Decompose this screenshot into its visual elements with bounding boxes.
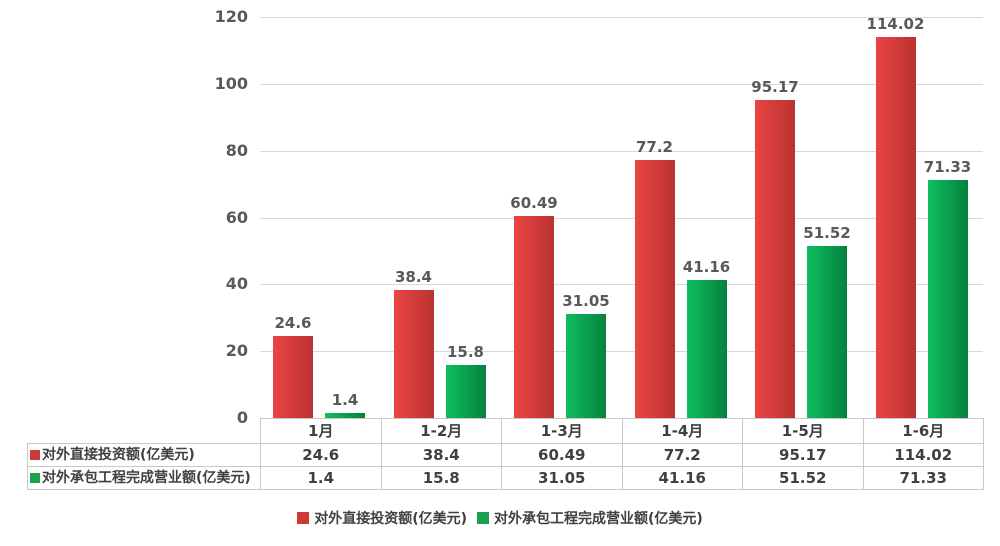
bar-series1-1-4月 <box>634 160 675 418</box>
y-axis-tick-label: 0 <box>236 408 248 427</box>
gridline <box>260 83 983 85</box>
legend-label: 对外承包工程完成营业额(亿美元) <box>494 511 703 527</box>
bar-series1-1-5月 <box>755 99 795 418</box>
y-axis-tick-label: 20 <box>225 341 248 361</box>
y-axis-labels: 0 20 40 60 80 100 120 <box>0 0 248 546</box>
plot-area: 24.6 1.4 38.4 15.8 60.49 31.05 77.2 41.16 95.17 5… <box>260 14 983 418</box>
value-cell: 15.8 <box>380 466 502 490</box>
bar-series2-1月 <box>325 413 365 418</box>
gridline <box>260 217 983 219</box>
bar-series1-1月 <box>273 335 313 418</box>
gridline <box>260 284 983 286</box>
value-cell: 71.33 <box>862 466 984 490</box>
bar-value-label: 15.8 <box>446 343 484 362</box>
series-name: 对外承包工程完成营业额(亿美元) <box>42 470 251 486</box>
bar-series2-1-3月 <box>566 314 606 418</box>
bar-series1-1-2月 <box>393 289 434 418</box>
value-cell: 41.16 <box>621 466 743 490</box>
bar-value-label: 38.4 <box>394 267 432 286</box>
legend-swatch <box>477 512 489 524</box>
legend-label: 对外直接投资额(亿美元) <box>314 511 467 527</box>
legend-item: 对外直接投资额(亿美元) <box>297 508 467 528</box>
legend-swatch <box>297 512 310 524</box>
bar-series2-1-4月 <box>686 280 727 418</box>
series-color-swatch <box>30 450 40 460</box>
gridline <box>260 150 983 152</box>
bar-value-label: 114.02 <box>866 14 925 33</box>
value-cell: 1.4 <box>260 466 382 490</box>
bar-series2-1-2月 <box>445 365 486 418</box>
y-axis-tick-label: 40 <box>225 274 248 294</box>
value-cell: 31.05 <box>501 466 623 490</box>
value-cell: 24.6 <box>260 443 382 467</box>
y-axis-tick-label: 80 <box>225 140 248 160</box>
bar-value-label: 31.05 <box>562 292 610 311</box>
y-axis-tick-label: 120 <box>214 7 248 26</box>
value-cell: 114.02 <box>862 443 984 467</box>
bar-series2-1-5月 <box>807 245 847 418</box>
series-row-label: 对外承包工程完成营业额(亿美元) <box>27 466 261 490</box>
category-header-cell: 1-5月 <box>742 418 864 444</box>
y-axis-tick-label: 60 <box>225 207 248 227</box>
value-cell: 38.4 <box>380 443 502 467</box>
table-row: 对外承包工程完成营业额(亿美元) 1.4 15.8 31.05 41.16 51.52 71… <box>27 466 984 490</box>
table-corner-cell <box>28 419 261 444</box>
table-row: 对外直接投资额(亿美元) 24.6 38.4 60.49 77.2 95.17 114.02 <box>27 443 984 467</box>
category-header-cell: 1-3月 <box>501 418 623 444</box>
series-row-label: 对外直接投资额(亿美元) <box>27 443 261 467</box>
bar-value-label: 24.6 <box>274 313 312 332</box>
bar-series1-1-6月 <box>875 36 916 418</box>
chart-legend: 对外直接投资额(亿美元) 对外承包工程完成营业额(亿美元) <box>0 508 1000 528</box>
bar-series1-1-3月 <box>514 215 554 418</box>
bar-value-label: 1.4 <box>331 391 359 410</box>
series-color-swatch <box>30 473 40 483</box>
category-header-cell: 1-4月 <box>621 418 743 444</box>
data-table: 1月 1-2月 1-3月 1-4月 1-5月 1-6月对外直接投资额(亿美元) 24.6 38… <box>27 418 984 490</box>
category-header-cell: 1月 <box>260 418 382 444</box>
value-cell: 51.52 <box>742 466 864 490</box>
value-cell: 60.49 <box>501 443 623 467</box>
value-cell: 95.17 <box>742 443 864 467</box>
series-name: 对外直接投资额(亿美元) <box>42 447 195 463</box>
bar-value-label: 51.52 <box>803 223 851 242</box>
bar-value-label: 71.33 <box>923 157 972 176</box>
bar-value-label: 60.49 <box>510 193 558 212</box>
bar-series2-1-6月 <box>927 179 968 418</box>
category-header-cell: 1-2月 <box>380 418 502 444</box>
category-header-cell: 1-6月 <box>862 418 984 444</box>
value-cell: 77.2 <box>621 443 743 467</box>
gridline <box>260 17 983 18</box>
bar-value-label: 77.2 <box>635 138 673 157</box>
legend-item: 对外承包工程完成营业额(亿美元) <box>477 508 703 528</box>
gridline <box>260 351 983 353</box>
y-axis-tick-label: 100 <box>214 73 248 93</box>
bar-value-label: 95.17 <box>751 77 799 96</box>
bar-value-label: 41.16 <box>682 258 731 277</box>
